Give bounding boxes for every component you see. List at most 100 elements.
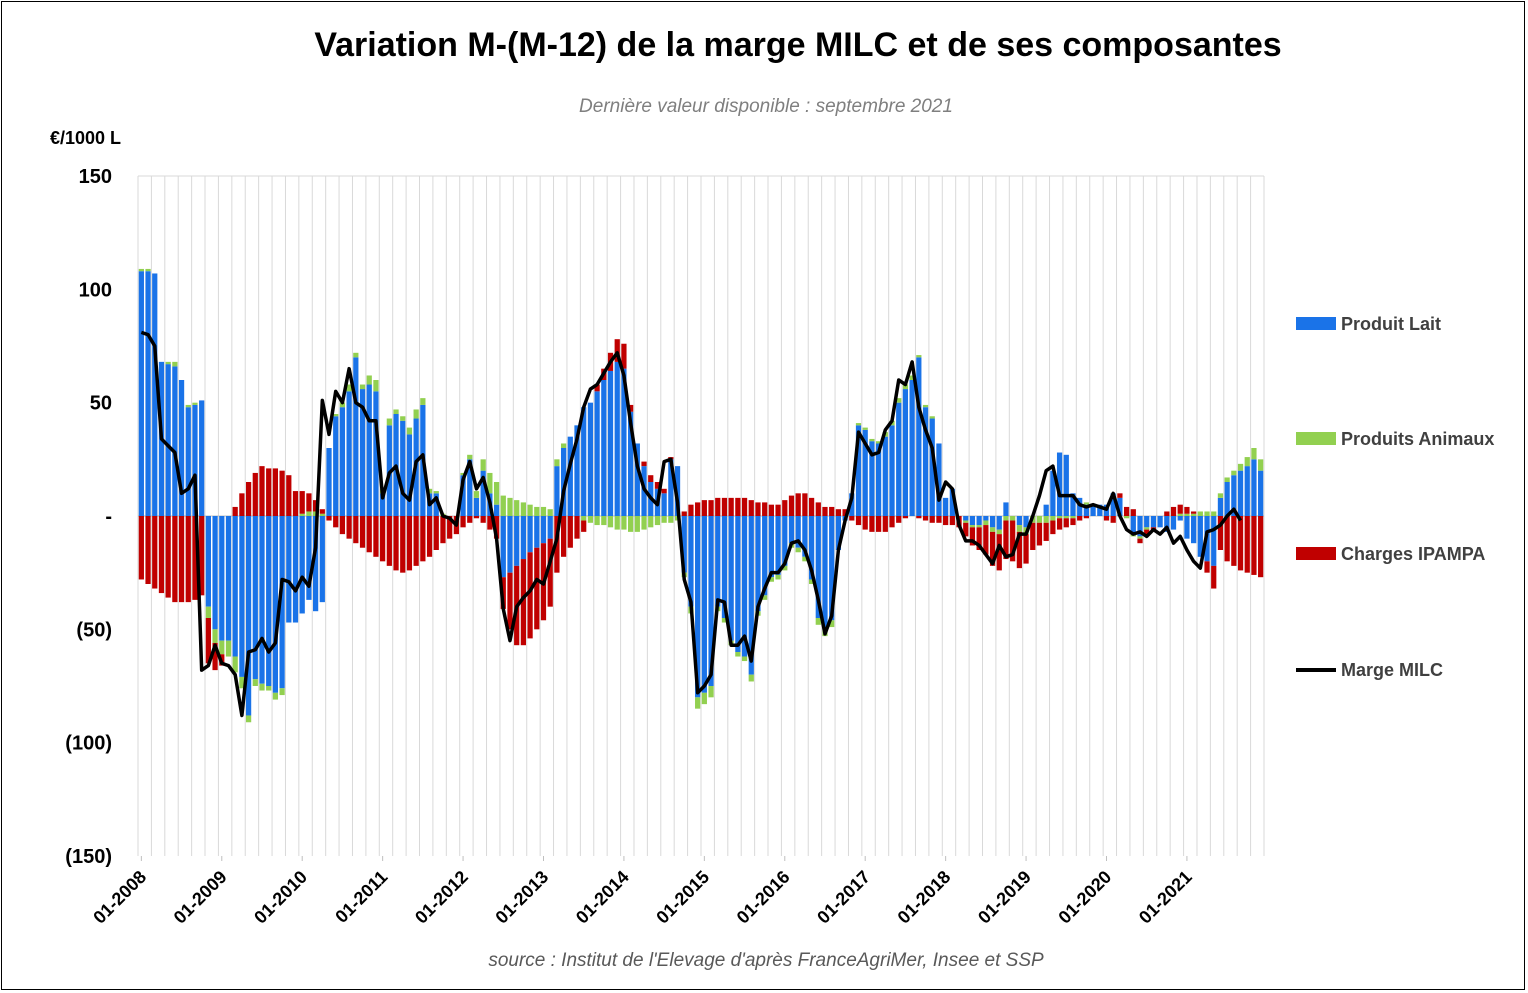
x-tick-label: 01-2017 bbox=[813, 867, 874, 928]
bar-charges-ipampa bbox=[299, 491, 305, 514]
bar-produits-animaux bbox=[145, 268, 151, 272]
bar-produits-animaux bbox=[433, 491, 439, 494]
bar-charges-ipampa bbox=[614, 339, 620, 362]
bar-charges-ipampa bbox=[199, 516, 205, 596]
bar-produit-lait bbox=[1244, 466, 1250, 516]
bar-produits-animaux bbox=[520, 502, 526, 516]
bar-charges-ipampa bbox=[279, 470, 285, 516]
bar-charges-ipampa bbox=[681, 511, 687, 516]
bar-produits-animaux bbox=[1083, 502, 1089, 505]
bar-produit-lait bbox=[989, 516, 996, 528]
bar-produit-lait bbox=[319, 516, 325, 603]
chart-title: Variation M-(M-12) de la marge MILC et d… bbox=[314, 26, 1281, 64]
bar-produits-animaux bbox=[547, 509, 553, 516]
bar-produits-animaux bbox=[393, 409, 399, 414]
bar-produits-animaux bbox=[922, 404, 929, 408]
bar-produit-lait bbox=[614, 361, 620, 516]
source-note: source : Institut de l'Elevage d'après F… bbox=[488, 950, 1044, 971]
bar-charges-ipampa bbox=[252, 472, 258, 516]
x-tick-label: 01-2008 bbox=[89, 867, 150, 928]
x-tick-label: 01-2012 bbox=[411, 867, 472, 928]
bar-produit-lait bbox=[534, 516, 540, 548]
x-tick-label: 01-2018 bbox=[894, 867, 955, 928]
bar-charges-ipampa bbox=[239, 493, 245, 516]
bar-produit-lait bbox=[178, 380, 185, 516]
bar-produit-lait bbox=[1251, 459, 1257, 516]
bar-produit-lait bbox=[279, 516, 285, 689]
bar-charges-ipampa bbox=[145, 516, 151, 584]
bar-charges-ipampa bbox=[138, 516, 144, 580]
bar-produits-animaux bbox=[621, 516, 627, 530]
bar-charges-ipampa bbox=[896, 516, 902, 523]
bar-produits-animaux bbox=[1224, 477, 1230, 482]
x-tick-label: 01-2009 bbox=[170, 867, 231, 928]
bar-produits-animaux bbox=[346, 384, 352, 392]
bar-produits-animaux bbox=[808, 579, 815, 584]
bar-charges-ipampa bbox=[286, 475, 292, 516]
bar-charges-ipampa bbox=[855, 516, 862, 526]
line-marge-milc bbox=[140, 330, 1243, 718]
bar-charges-ipampa bbox=[1003, 520, 1009, 560]
bar-charges-ipampa bbox=[205, 618, 211, 664]
bar-produits-animaux bbox=[426, 488, 433, 494]
bar-produits-animaux bbox=[259, 683, 265, 691]
bar-produits-animaux bbox=[554, 459, 560, 467]
bar-charges-ipampa bbox=[936, 516, 942, 523]
bar-charges-ipampa bbox=[1204, 561, 1210, 573]
bar-produits-animaux bbox=[1197, 511, 1203, 516]
bar-charges-ipampa bbox=[333, 516, 339, 528]
bar-produit-lait bbox=[333, 416, 339, 516]
bar-produit-lait bbox=[212, 516, 218, 630]
bar-charges-ipampa bbox=[949, 516, 955, 526]
bar-produits-animaux bbox=[534, 506, 540, 516]
bar-produits-animaux bbox=[138, 268, 144, 272]
bar-produit-lait bbox=[1170, 516, 1177, 530]
bar-produit-lait bbox=[775, 516, 781, 575]
bar-produit-lait bbox=[748, 516, 754, 675]
bar-produits-animaux bbox=[1191, 513, 1197, 516]
bar-produit-lait bbox=[1130, 516, 1136, 535]
bar-charges-ipampa bbox=[212, 642, 218, 671]
bar-produit-lait bbox=[822, 516, 828, 630]
bar-charges-ipampa bbox=[1103, 516, 1110, 521]
bar-produits-animaux bbox=[1123, 516, 1130, 519]
bar-produit-lait bbox=[976, 516, 982, 526]
bar-produit-lait bbox=[1237, 470, 1244, 516]
bar-produits-animaux bbox=[862, 427, 868, 430]
bar-produit-lait bbox=[855, 425, 862, 516]
bar-produit-lait bbox=[862, 429, 868, 516]
bar-produit-lait bbox=[286, 516, 292, 623]
bar-produit-lait bbox=[339, 407, 346, 516]
bar-produits-animaux bbox=[413, 409, 419, 419]
bar-produits-animaux bbox=[1211, 511, 1217, 516]
bar-produit-lait bbox=[849, 493, 855, 516]
bar-produit-lait bbox=[540, 516, 547, 544]
bar-produit-lait bbox=[380, 493, 386, 516]
bar-charges-ipampa bbox=[185, 516, 191, 603]
bar-charges-ipampa bbox=[1117, 493, 1123, 498]
bar-produit-lait bbox=[1097, 504, 1103, 516]
y-tick-label: (50) bbox=[76, 619, 112, 641]
bar-produits-animaux bbox=[1036, 516, 1043, 523]
bar-charges-ipampa bbox=[701, 500, 707, 516]
bar-charges-ipampa bbox=[1237, 516, 1244, 571]
bar-produit-lait bbox=[949, 488, 955, 516]
bar-charges-ipampa bbox=[929, 516, 935, 523]
bar-produits-animaux bbox=[212, 629, 218, 643]
bar-charges-ipampa bbox=[1063, 518, 1069, 528]
bar-produits-animaux bbox=[366, 375, 372, 385]
bar-produits-animaux bbox=[272, 692, 279, 700]
bar-produits-animaux bbox=[762, 595, 768, 600]
bar-charges-ipampa bbox=[1123, 506, 1130, 516]
bar-produits-animaux bbox=[929, 416, 935, 419]
bar-produit-lait bbox=[346, 391, 352, 516]
bar-charges-ipampa bbox=[641, 461, 647, 467]
bar-produits-animaux bbox=[507, 497, 513, 516]
bar-charges-ipampa bbox=[1070, 518, 1076, 526]
bar-produit-lait bbox=[1110, 493, 1116, 516]
bar-produits-animaux bbox=[1204, 511, 1210, 516]
bar-charges-ipampa bbox=[721, 497, 728, 516]
bar-charges-ipampa bbox=[654, 482, 661, 489]
legend-swatch bbox=[1296, 547, 1336, 560]
